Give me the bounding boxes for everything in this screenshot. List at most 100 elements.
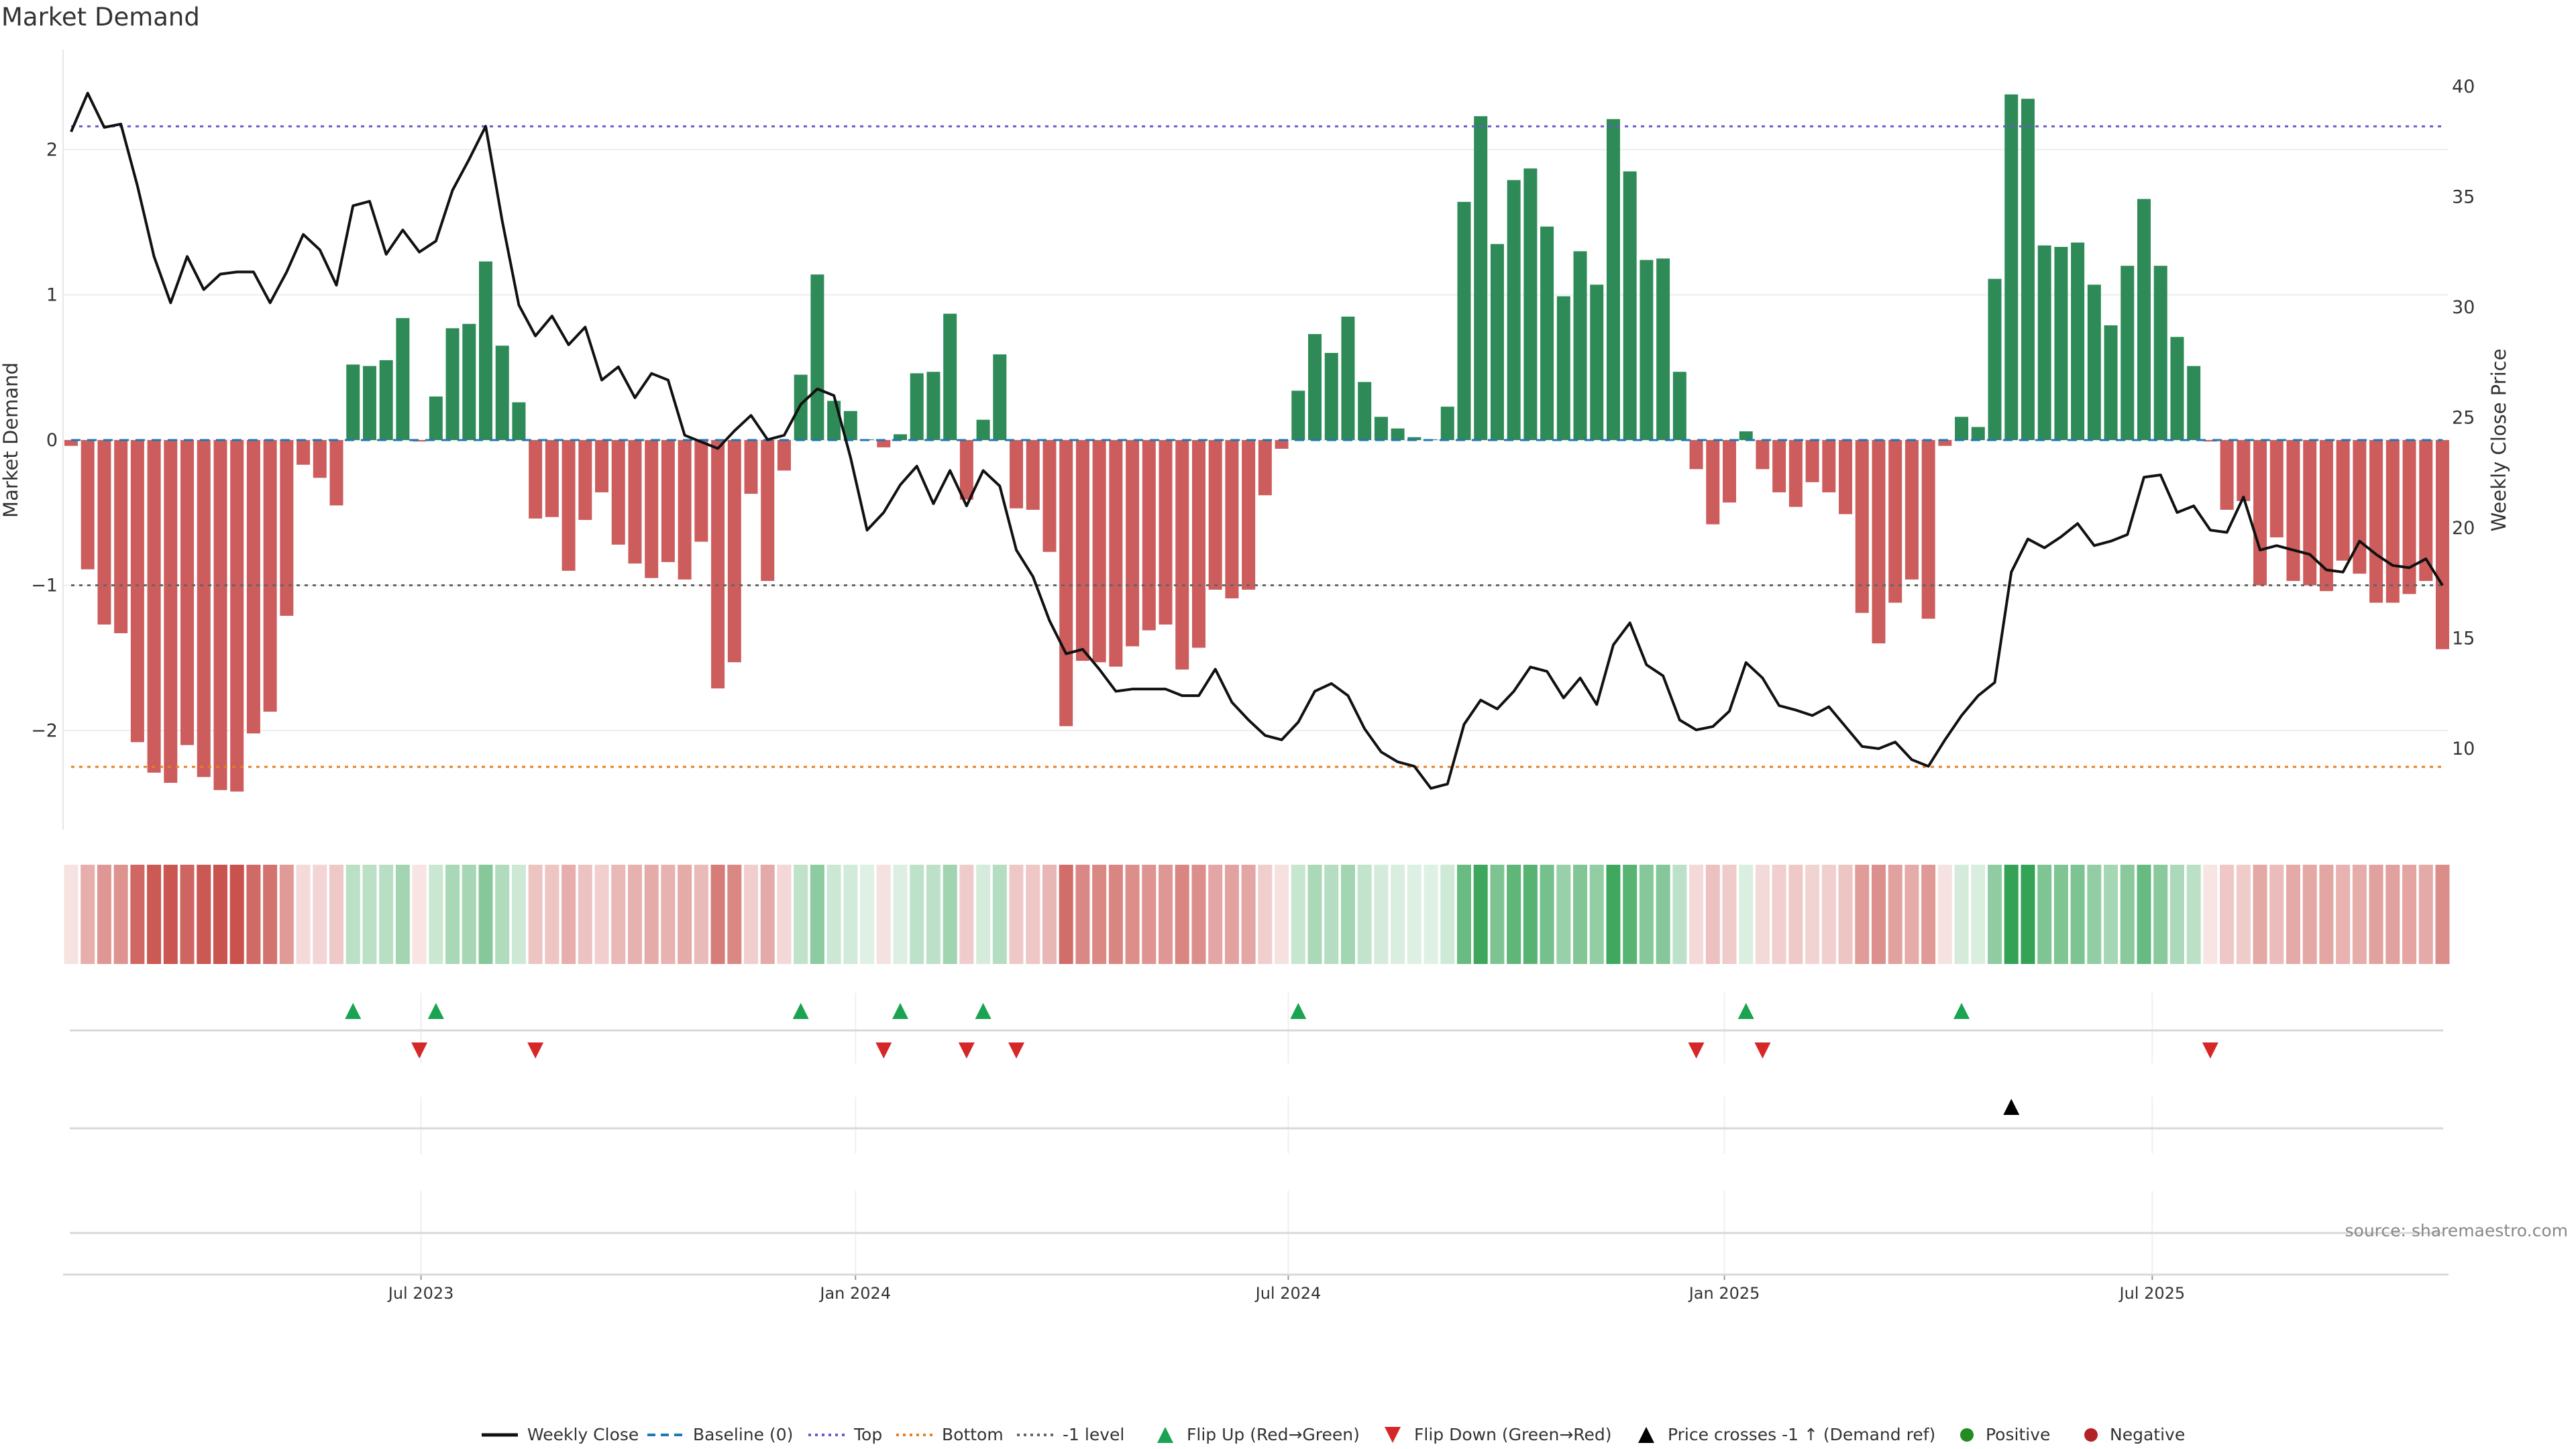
bar-negative <box>180 440 195 745</box>
bar-negative <box>147 440 161 773</box>
bar-negative <box>2237 440 2251 501</box>
heatmap-cell <box>313 865 327 964</box>
bar-positive <box>445 328 460 440</box>
bar-positive <box>1523 168 1538 440</box>
bar-negative <box>1855 440 1869 613</box>
heatmap-cell <box>1556 865 1571 964</box>
bar-positive <box>1490 244 1504 440</box>
heatmap-cell <box>1275 865 1289 964</box>
heatmap-cell <box>163 865 178 964</box>
heatmap-cell <box>2435 865 2450 964</box>
heatmap-cell <box>1623 865 1638 964</box>
heatmap-cell <box>511 865 526 964</box>
bar-negative <box>97 440 111 625</box>
bar-negative <box>2385 440 2400 603</box>
heatmap-cell <box>893 865 908 964</box>
heatmap-cell <box>777 865 792 964</box>
bar-positive <box>2037 245 2051 440</box>
legend-item-bottom: Bottom <box>896 1425 1004 1444</box>
weekly-close-line <box>70 91 2444 790</box>
bar-positive <box>993 354 1007 440</box>
heatmap-cell <box>147 865 162 964</box>
y2-tick-label: 25 <box>2452 408 2475 429</box>
legend-label: Price crosses -1 ↑ (Demand ref) <box>1668 1425 1935 1444</box>
heatmap-cell <box>2120 865 2135 964</box>
heatmap-cell <box>2004 865 2019 964</box>
bar-positive <box>843 411 857 440</box>
bar-negative <box>611 440 625 545</box>
heatmap-cell <box>1739 865 1754 964</box>
bar-negative <box>1723 440 1736 503</box>
bar-negative <box>777 440 791 471</box>
bar-negative <box>130 440 144 743</box>
bar-positive <box>346 364 360 440</box>
chart-title: Market Demand <box>1 3 200 32</box>
heatmap-cell <box>412 865 427 964</box>
heatmap-cell <box>462 865 476 964</box>
legend-item-legend-neg: Negative <box>2084 1425 2185 1444</box>
heatmap-cell <box>694 865 708 964</box>
heatmap-cell <box>1241 865 1256 964</box>
x-tick-label: Jul 2024 <box>1254 1284 1322 1303</box>
heatmap-cell <box>279 865 294 964</box>
heatmap-cell <box>64 865 78 964</box>
bar-negative <box>694 440 708 542</box>
bar-negative <box>1822 440 1836 492</box>
bar-negative <box>1042 440 1057 552</box>
heatmap-cell <box>1191 865 1206 964</box>
heatmap-cell <box>943 865 957 964</box>
heatmap-cell <box>2319 865 2334 964</box>
heatmap-cell <box>478 865 493 964</box>
bar-negative <box>80 440 95 570</box>
x-tick-label: Jan 2024 <box>818 1284 891 1303</box>
y2-tick-label: 30 <box>2452 297 2475 318</box>
price-cross-marker <box>2003 1099 2020 1115</box>
bar-negative <box>263 440 277 712</box>
bar-negative <box>280 440 294 616</box>
heatmap-cell <box>197 865 211 964</box>
bar-positive <box>1341 316 1355 440</box>
legend-item-flip-up: Flip Up (Red→Green) <box>1157 1425 1360 1444</box>
heatmap-cell <box>1175 865 1189 964</box>
bar-positive <box>1407 437 1421 440</box>
heatmap-cell <box>1705 865 1720 964</box>
bar-positive <box>429 396 443 440</box>
flip-down-marker <box>2202 1042 2218 1059</box>
bar-negative <box>1258 440 1272 496</box>
heatmap-cell <box>2336 865 2351 964</box>
bar-positive <box>1640 260 1654 440</box>
heatmap-cell <box>1523 865 1538 964</box>
heatmap-cell <box>1954 865 1969 964</box>
bar-positive <box>1308 333 1322 440</box>
heatmap-cell <box>860 865 875 964</box>
legend-dot-icon <box>1960 1428 1974 1442</box>
legend-dot-icon <box>2084 1428 2098 1442</box>
heatmap-cell <box>1291 865 1305 964</box>
bar-negative <box>1142 440 1156 631</box>
bar-positive <box>1457 201 1471 440</box>
bar-negative <box>877 440 891 447</box>
y2-tick-label: 20 <box>2452 518 2475 539</box>
heatmap-cell <box>1656 865 1670 964</box>
flip-down-marker <box>527 1042 544 1059</box>
bar-negative <box>1159 440 1173 625</box>
heatmap-cell <box>130 865 145 964</box>
bar-negative <box>2369 440 2383 603</box>
bar-negative <box>1026 440 1040 510</box>
bar-negative <box>2319 440 2333 592</box>
legend-item-baseline: Baseline (0) <box>647 1425 793 1444</box>
heatmap-cell <box>528 865 543 964</box>
heatmap-cell <box>1059 865 1073 964</box>
heatmap-cell <box>1159 865 1173 964</box>
bar-negative <box>1059 440 1073 727</box>
flip-down-marker <box>411 1042 428 1059</box>
heatmap-cell <box>1391 865 1405 964</box>
legend-item-legend-pos: Positive <box>1960 1425 2050 1444</box>
heatmap-cell <box>1125 865 1140 964</box>
legend-label: Positive <box>1986 1425 2050 1444</box>
bar-positive <box>2004 94 2019 441</box>
heatmap-cell <box>1805 865 1820 964</box>
legend-item-cross: Price crosses -1 ↑ (Demand ref) <box>1638 1425 1935 1444</box>
bar-positive <box>1672 372 1686 440</box>
